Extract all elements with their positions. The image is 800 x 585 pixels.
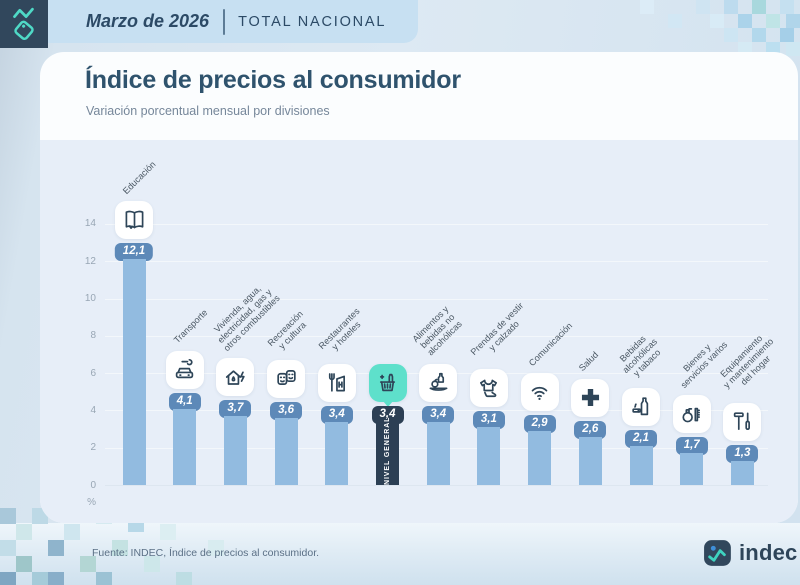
- restaurant-hotel-icon: [317, 363, 356, 402]
- value-badge: 1,7: [675, 437, 708, 456]
- bar-division: [122, 259, 146, 485]
- y-axis-tick: 2: [90, 442, 96, 454]
- bar-division: [477, 427, 501, 485]
- price-tag-icon: [13, 7, 34, 41]
- value-badge: 2,6: [574, 420, 607, 439]
- indec-logo-icon: [704, 540, 731, 566]
- theater-masks-icon: [267, 359, 306, 398]
- banner-divider: [223, 8, 226, 35]
- bar-division: [223, 416, 247, 485]
- category-label: Transporte: [171, 307, 210, 346]
- value-badge: 3,7: [219, 400, 252, 419]
- y-axis-unit-label: %: [87, 497, 96, 508]
- page-title: Índice de precios al consumidor: [85, 66, 461, 94]
- chart-plot-background: [40, 140, 798, 523]
- category-label: Prendas de vestir y calzado: [468, 300, 526, 357]
- value-badge: 12,1: [114, 243, 154, 262]
- chart-card: Índice de precios al consumidor Variació…: [40, 52, 798, 523]
- category-label: Educación: [120, 159, 158, 197]
- gridline: [105, 223, 768, 225]
- indec-tag-logo: [0, 0, 48, 48]
- value-badge: 1,3: [726, 444, 759, 463]
- value-badge: 2,1: [625, 429, 657, 448]
- mosaic-bottom-left: [0, 508, 224, 585]
- bar-division: [173, 408, 197, 485]
- bar-division: [274, 417, 298, 485]
- category-label: Bebidas alcohólicas y tabaco: [617, 334, 663, 380]
- value-badge: 3,4: [371, 405, 404, 424]
- alcohol-tobacco-icon: [622, 387, 660, 426]
- category-label: Comunicación: [526, 320, 574, 368]
- bar-division: [528, 430, 552, 485]
- book-icon: [115, 201, 153, 240]
- gridline: [105, 298, 768, 300]
- scope-label: TOTAL NACIONAL: [238, 13, 387, 30]
- bar-division: [629, 445, 653, 485]
- y-axis-tick: 10: [84, 293, 96, 305]
- value-badge: 3,6: [270, 401, 303, 420]
- y-axis-tick: 12: [84, 255, 96, 267]
- bar-division: [325, 421, 349, 485]
- category-label: Equipamiento y mantenimiento del hogar: [718, 333, 776, 391]
- category-label: Restaurantes y hoteles: [316, 306, 363, 353]
- value-badge: 3,1: [472, 411, 505, 430]
- car-wrench-icon: [165, 350, 204, 389]
- indec-wordmark: indec: [739, 540, 798, 565]
- bar-division: [578, 436, 602, 485]
- shopping-basket-icon: [368, 363, 407, 402]
- y-axis-tick: 14: [84, 218, 96, 230]
- nivel-general-bar-label: NIVEL GENERAL: [383, 416, 391, 486]
- wifi-icon: [520, 372, 559, 411]
- clothing-icon: [469, 369, 508, 408]
- gridline: [105, 261, 768, 263]
- bar-division: [426, 421, 450, 485]
- home-tools-icon: [723, 402, 762, 441]
- bar-division: [680, 453, 704, 485]
- page-subtitle: Variación porcentual mensual por divisio…: [86, 104, 330, 118]
- y-axis-tick: 6: [90, 367, 96, 379]
- bar-division: [730, 460, 754, 485]
- highlight-pointer: [382, 400, 393, 407]
- category-label: Salud: [577, 350, 601, 374]
- y-axis-tick: 4: [90, 404, 96, 416]
- value-badge: 2,9: [523, 414, 556, 433]
- value-badge: 3,4: [422, 405, 455, 424]
- gridline: [105, 335, 768, 337]
- y-axis-tick: 8: [90, 330, 96, 342]
- health-cross-icon: [571, 378, 610, 417]
- header-banner: Marzo de 2026 TOTAL NACIONAL: [48, 0, 418, 43]
- period-label: Marzo de 2026: [86, 11, 210, 31]
- footer-band: [0, 523, 800, 585]
- food-beverage-icon: [419, 363, 458, 402]
- category-label: Alimentos y bebidas no alcohólicas: [410, 304, 465, 358]
- house-energy-icon: [216, 358, 255, 397]
- gridline: [105, 485, 768, 486]
- indec-brand: indec: [703, 538, 797, 568]
- y-axis-tick: 0: [90, 479, 96, 491]
- category-label: Recreación y cultura: [265, 308, 309, 351]
- bar-nivel-general: [376, 421, 399, 485]
- source-note: Fuente: INDEC, Índice de precios al cons…: [92, 547, 320, 559]
- goods-services-icon: [672, 395, 711, 434]
- value-badge: 3,4: [320, 405, 353, 424]
- value-badge: 4,1: [168, 392, 201, 411]
